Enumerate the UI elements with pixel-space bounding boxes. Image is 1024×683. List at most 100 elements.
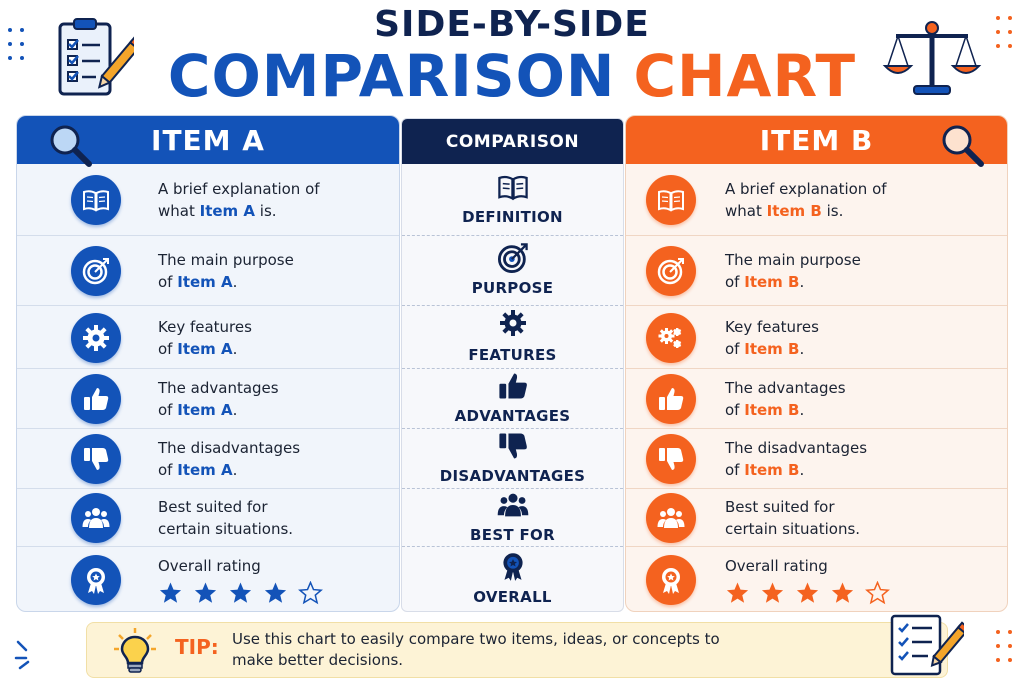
tip-text: Use this chart to easily compare two ite… [232, 630, 720, 669]
item-a-header: ITEM A [17, 116, 399, 167]
row-text: A brief explanation of what Item A is. [158, 178, 320, 222]
star-filled-icon [194, 582, 217, 603]
thumbs-down-icon [646, 434, 696, 484]
gear-icon [402, 308, 623, 342]
row-text-line1: The disadvantages [725, 439, 868, 457]
star-filled-icon [831, 582, 854, 603]
criterion-label: OVERALL [473, 588, 552, 606]
thumbs-up-icon [402, 369, 623, 407]
award-icon [402, 550, 623, 586]
magnifier-icon [50, 125, 92, 167]
comparison-row-best-for: BEST FOR [402, 489, 623, 547]
thumbs-up-icon [646, 374, 696, 424]
gears-icon [646, 312, 696, 363]
people-icon [402, 488, 623, 526]
book-icon [71, 175, 121, 225]
thumbs-down-icon [71, 434, 121, 484]
item-a-panel: ITEM A A brief explanation of what Item A… [16, 115, 400, 612]
row-text-line1: The advantages [158, 379, 279, 397]
row-text-line1: A brief explanation of [158, 180, 320, 198]
title-line-2: COMPARISON CHART [0, 40, 1024, 112]
comparison-panel: COMPARISON DEFINITION PURPOSE FEATURES ADVA… [401, 118, 624, 612]
row-text-line1: The main purpose [158, 251, 294, 269]
row-text-line1: A brief explanation of [725, 180, 887, 198]
magnifier-icon [942, 125, 984, 167]
balance-scale-icon [882, 21, 982, 95]
row-text: Overall rating [158, 557, 261, 575]
row-text-line2: of Item A. [158, 401, 238, 419]
award-icon [646, 555, 696, 605]
book-icon [646, 175, 696, 225]
table-row: Overall rating [626, 547, 1007, 611]
rating-stars [725, 581, 890, 605]
table-row: The disadvantages of Item A. [17, 429, 399, 489]
target-icon [646, 246, 696, 296]
row-text-line2: what Item B is. [725, 202, 844, 220]
row-text-line1: The advantages [725, 379, 846, 397]
star-filled-icon [796, 582, 819, 603]
row-text: Key features of Item A. [158, 316, 252, 360]
row-text-line1: The disadvantages [158, 439, 301, 457]
criterion-label: FEATURES [468, 345, 557, 364]
row-text: The disadvantages of Item B. [725, 437, 867, 481]
decorative-dots-right [996, 16, 1012, 48]
row-text-line1: The main purpose [725, 251, 861, 269]
criterion-label: BEST FOR [470, 526, 555, 544]
row-text: Best suited for certain situations. [158, 498, 294, 538]
item-highlight: Item A [177, 401, 233, 419]
star-filled-icon [159, 582, 182, 603]
row-text: The main purpose of Item A. [158, 249, 294, 293]
item-highlight: Item B [744, 339, 800, 358]
target-icon [402, 241, 623, 279]
row-text: The advantages of Item B. [725, 377, 846, 421]
row-text: A brief explanation of what Item B is. [725, 178, 887, 222]
people-icon [646, 493, 696, 543]
table-row: The main purpose of Item B. [626, 236, 1007, 306]
book-icon [402, 170, 623, 208]
decorative-lines-left [14, 640, 30, 670]
row-text-line2: of Item B. [725, 461, 805, 479]
item-highlight: Item A [199, 202, 256, 220]
row-text-line2: of Item B. [725, 273, 805, 291]
comparison-row-overall: OVERALL [402, 547, 623, 611]
table-row: The advantages of Item A. [17, 369, 399, 429]
item-highlight: Item B [744, 461, 800, 479]
criterion-label: ADVANTAGES [454, 407, 571, 425]
star-empty-icon [298, 581, 323, 605]
star-filled-icon [264, 582, 287, 603]
table-row: The disadvantages of Item B. [626, 429, 1007, 489]
criterion-label: PURPOSE [471, 279, 554, 297]
item-highlight: Item A [177, 339, 233, 358]
title-chart: CHART [633, 42, 857, 110]
row-text-line2: of Item B. [725, 339, 805, 358]
criterion-label: DISADVANTAGES [439, 467, 586, 485]
decorative-dots-bottom-right [996, 630, 1012, 662]
item-highlight: Item B [744, 273, 800, 291]
comparison-row-features: FEATURES [402, 306, 623, 369]
table-row: Key features of Item A. [17, 306, 399, 369]
rating-stars [158, 581, 323, 605]
decorative-dots-left [8, 28, 24, 60]
thumbs-down-icon [402, 429, 623, 467]
row-text: Overall rating [725, 557, 828, 575]
table-row: Best suited for certain situations. [17, 489, 399, 547]
row-text: Key features of Item B. [725, 316, 819, 360]
title-line-1: SIDE-BY-SIDE [374, 4, 650, 45]
comparison-row-disadvantages: DISADVANTAGES [402, 429, 623, 489]
table-row: Key features of Item B. [626, 306, 1007, 369]
row-text: The main purpose of Item B. [725, 249, 861, 293]
row-text: The advantages of Item A. [158, 377, 279, 421]
row-text-line2: of Item B. [725, 401, 805, 419]
clipboard-checklist-icon [58, 18, 134, 96]
table-row: A brief explanation of what Item B is. [626, 164, 1007, 236]
item-a-title: ITEM A [151, 123, 265, 157]
target-icon [71, 246, 121, 296]
criterion-label: DEFINITION [462, 208, 563, 226]
title-comparison: COMPARISON [167, 42, 616, 110]
tip-label: TIP: [175, 635, 219, 659]
item-highlight: Item B [744, 401, 800, 419]
people-icon [71, 493, 121, 543]
star-filled-icon [761, 582, 784, 603]
item-b-title: ITEM B [759, 123, 874, 157]
lightbulb-icon [114, 628, 156, 673]
